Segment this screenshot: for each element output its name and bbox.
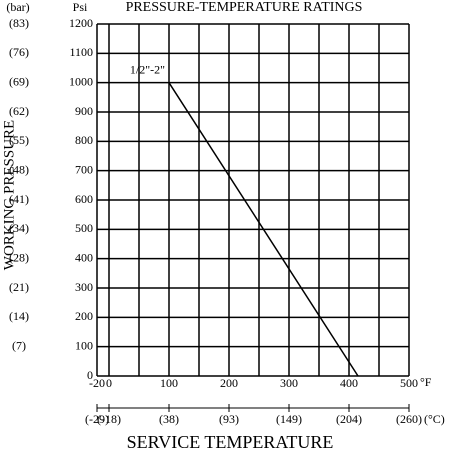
y-tick-label: 1200 (69, 16, 93, 30)
y2-tick-label: (62) (9, 104, 29, 118)
y-unit: Psi (73, 0, 88, 14)
y2-tick-label: (41) (9, 192, 29, 206)
y-tick-label: 400 (75, 250, 93, 264)
x-tick-label: 500 (400, 376, 418, 390)
y-tick-label: 1000 (69, 74, 93, 88)
y2-tick-label: (14) (9, 309, 29, 323)
y-tick-label: 300 (75, 280, 93, 294)
y2-tick-label: (55) (9, 133, 29, 147)
y2-tick-label: (76) (9, 45, 29, 59)
y-tick-label: 600 (75, 192, 93, 206)
y-tick-label: 100 (75, 338, 93, 352)
x-tick-label: 300 (280, 376, 298, 390)
y-tick-label: 500 (75, 221, 93, 235)
y-tick-label: 700 (75, 162, 93, 176)
y2-unit: (bar) (6, 0, 29, 14)
y2-tick-label: (34) (9, 221, 29, 235)
x2-unit: (°C) (424, 412, 445, 426)
x2-tick-label: (-29) (85, 412, 109, 426)
y2-tick-label: (21) (9, 280, 29, 294)
y-tick-label: 900 (75, 104, 93, 118)
x2-tick-label: (149) (276, 412, 302, 426)
y-axis-title: WORKING PRESSURE (1, 120, 17, 270)
x-axis-title: SERVICE TEMPERATURE (127, 432, 334, 452)
y2-tick-label: (7) (12, 338, 26, 352)
y-tick-label: 1100 (69, 45, 93, 59)
x2-tick-label: (204) (336, 412, 362, 426)
y-tick-label: 800 (75, 133, 93, 147)
x2-tick-label: (93) (219, 412, 239, 426)
y2-tick-label: (69) (9, 74, 29, 88)
x-tick-label: 100 (160, 376, 178, 390)
x-tick-label: 400 (340, 376, 358, 390)
data-line (168, 82, 359, 377)
chart-title: PRESSURE-TEMPERATURE RATINGS (126, 0, 363, 15)
x2-tick-label: (-18) (97, 412, 121, 426)
series-label: 1/2"-2" (130, 62, 165, 76)
x-unit: °F (420, 375, 432, 389)
x-tick-label: 200 (220, 376, 238, 390)
y2-tick-label: (28) (9, 250, 29, 264)
x-tick-label: 0 (106, 376, 112, 390)
x2-tick-label: (260) (396, 412, 422, 426)
y-tick-label: 0 (87, 368, 93, 382)
y2-tick-label: (83) (9, 16, 29, 30)
y2-tick-label: (48) (9, 162, 29, 176)
x-tick-label: -20 (89, 376, 105, 390)
x2-tick-label: (38) (159, 412, 179, 426)
y-tick-label: 200 (75, 309, 93, 323)
